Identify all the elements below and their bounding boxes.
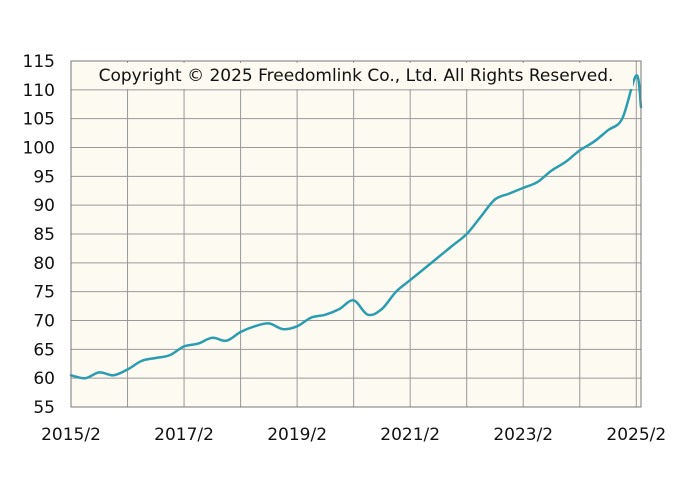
y-tick-label: 65 <box>33 340 55 360</box>
copyright-background <box>79 63 633 89</box>
y-tick-label: 110 <box>23 81 55 101</box>
copyright-text: Copyright © 2025 Freedomlink Co., Ltd. A… <box>99 66 614 86</box>
series-line <box>69 74 643 380</box>
y-tick-label: 90 <box>33 196 55 216</box>
x-tick-label: 2017/2 <box>154 425 214 445</box>
plot-frame <box>70 60 642 408</box>
x-tick-label: 2023/2 <box>493 425 553 445</box>
x-tick-label: 2021/2 <box>380 425 440 445</box>
y-axis-tick-labels: 55 60 65 70 75 80 85 90 95 100 105 110 115 <box>23 52 55 418</box>
y-tick-label: 115 <box>23 52 55 72</box>
y-tick-label: 70 <box>33 312 55 332</box>
y-tick-label: 105 <box>23 110 55 130</box>
x-tick-label: 2025/2 <box>606 425 666 445</box>
grid-lines <box>70 60 641 408</box>
y-tick-label: 85 <box>33 225 55 245</box>
y-tick-label: 80 <box>33 254 55 274</box>
y-tick-label: 100 <box>23 139 55 159</box>
x-axis-tick-labels: 2015/2 2017/2 2019/2 2021/2 2023/2 2025/2 <box>41 425 666 445</box>
y-tick-label: 75 <box>33 283 55 303</box>
y-tick-label: 55 <box>33 398 55 418</box>
y-tick-label: 95 <box>33 167 55 187</box>
y-tick-label: 60 <box>33 369 55 389</box>
x-tick-label: 2015/2 <box>41 425 101 445</box>
x-tick-label: 2019/2 <box>267 425 327 445</box>
